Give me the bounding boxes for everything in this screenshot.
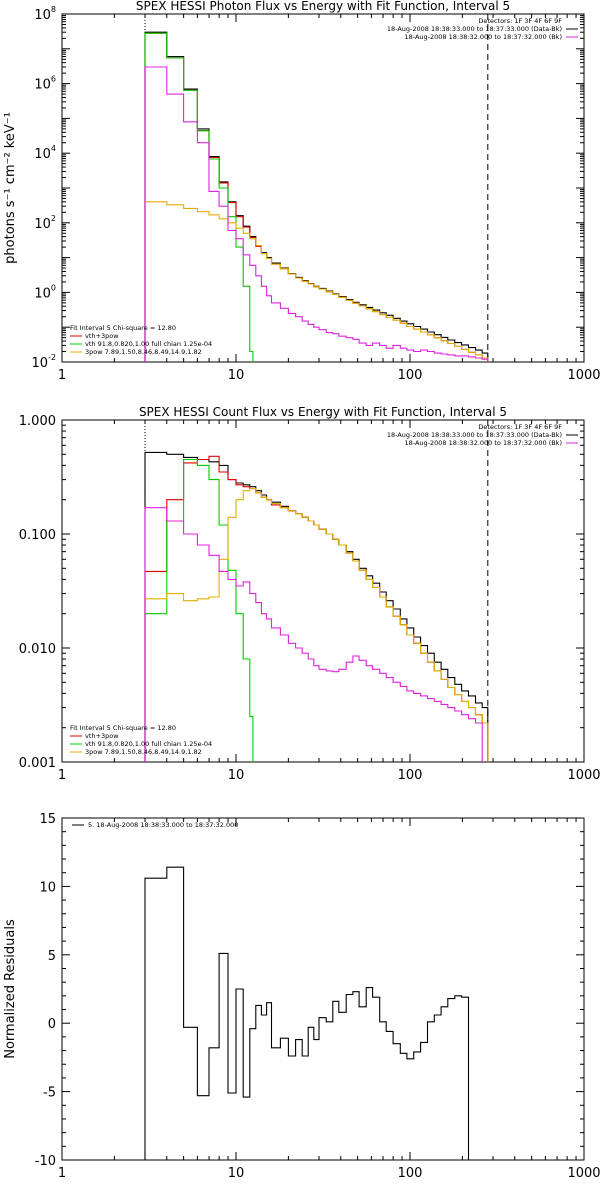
series-vth-3pow [144, 455, 489, 762]
y-axis-label: photons s⁻¹ cm⁻² keV⁻¹ [3, 112, 18, 264]
x-tick-label: 10 [228, 768, 245, 783]
chart-title: SPEX HESSI Count Flux vs Energy with Fit… [139, 405, 507, 419]
y-axis-label: Normalized Residuals [3, 919, 18, 1059]
x-tick-label: 1000 [567, 368, 600, 383]
chart-panel-3: 1 10 100 1000 -10 -5 0 5 10 15 Normalized Residual… [3, 812, 600, 1181]
series-5-18-aug-2008-18-38-33-000-to-18-37-32-000 [144, 866, 470, 1160]
y-tick-label: 10 [39, 880, 56, 895]
plot-frame [61, 13, 585, 363]
legend-entry: vth 91.8,0.820,1.00 full chian 1.25e-04 [85, 740, 212, 748]
chart-panel-2: SPEX HESSI Count Flux vs Energy with Fit… [19, 405, 600, 783]
legend-entry: 5. 18-Aug-2008 18:38:33.000 to 18:37:32.… [88, 821, 238, 829]
y-tick-label: 0.010 [19, 642, 56, 657]
legend-entry: vth+3pow [85, 732, 119, 740]
x-tick-label: 1 [58, 1166, 66, 1181]
chart-panel-1: SPEX HESSI Photon Flux vs Energy with Fi… [3, 0, 600, 383]
x-tick-label: 100 [398, 368, 423, 383]
x-tick-label: 1 [58, 368, 66, 383]
y-tick-label: 5 [48, 949, 56, 964]
plot-frame [61, 817, 585, 1161]
legend-entry: Fit Interval 5 Chi-square = 12.80 [70, 324, 176, 332]
plot-area [144, 14, 489, 362]
legend-entry: vth+3pow [85, 332, 119, 340]
y-tick-label: -10 [35, 1154, 56, 1169]
y-tick-label: 108 [34, 5, 56, 23]
y-tick-label: 100 [34, 283, 56, 301]
series-vth-3pow [144, 32, 489, 362]
x-tick-label: 100 [398, 768, 423, 783]
x-tick-label: 10 [228, 368, 245, 383]
y-tick-label: 0.001 [19, 756, 56, 771]
y-tick-label: 0 [48, 1017, 56, 1032]
y-tick-label: 104 [34, 144, 56, 162]
series-vth [144, 32, 254, 362]
x-tick-label: 1 [58, 768, 66, 783]
legend-entry: Fit Interval 5 Chi-square = 12.80 [70, 724, 176, 732]
series-bk [144, 507, 483, 762]
legend-entry: Detectors: 1F 3F 4F 6F 9F [478, 17, 562, 25]
legend-entry: 18-Aug-2008 18:38:33.000 to 18:37:33.000… [387, 25, 562, 33]
x-tick-label: 1000 [567, 1166, 600, 1181]
series-bk [144, 66, 489, 362]
series-vth [144, 458, 254, 762]
series-3pow [144, 488, 489, 762]
series-3pow [144, 201, 489, 362]
x-tick-label: 1000 [567, 768, 600, 783]
legend-entry: 3pow 7.89,1.50,8.46,8.49,14.9,1.82 [85, 748, 202, 756]
legend-entry: Detectors: 1F 3F 4F 6F 9F [478, 423, 562, 431]
legend-entry: 18-Aug-2008 18:38:32.000 to 18:37:32.000… [405, 33, 562, 41]
plot-frame [61, 419, 585, 763]
series-data-bk [144, 451, 489, 762]
plot-area [144, 866, 470, 1160]
legend-entry: 3pow 7.89,1.50,8.46,8.49,14.9,1.82 [85, 348, 202, 356]
legend-entry: 18-Aug-2008 18:38:32.000 to 18:37:32.000… [405, 439, 562, 447]
chart-title: SPEX HESSI Photon Flux vs Energy with Fi… [136, 0, 510, 13]
series-data-bk [144, 31, 489, 362]
y-tick-label: 0.100 [19, 528, 56, 543]
plot-area [144, 420, 489, 762]
y-tick-label: 1.000 [19, 414, 56, 429]
x-tick-label: 100 [398, 1166, 423, 1181]
y-tick-label: 10-2 [31, 353, 56, 371]
x-tick-label: 10 [228, 1166, 245, 1181]
y-tick-label: 15 [39, 812, 56, 827]
legend-entry: vth 91.8,0.820,1.00 full chian 1.25e-04 [85, 340, 212, 348]
y-tick-label: -5 [43, 1086, 56, 1101]
y-tick-label: 106 [34, 75, 56, 93]
y-tick-label: 102 [34, 214, 56, 232]
legend-entry: 18-Aug-2008 18:38:33.000 to 18:37:33.000… [387, 431, 562, 439]
